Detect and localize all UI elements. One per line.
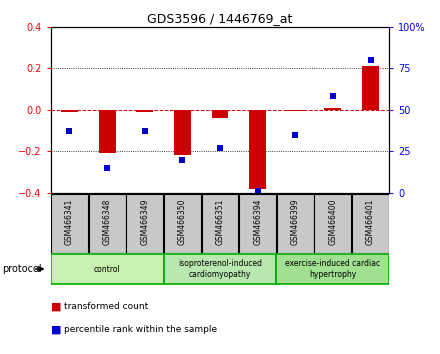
- Point: [216, 145, 224, 151]
- Bar: [324, 108, 341, 110]
- Point: [330, 93, 337, 99]
- Text: exercise-induced cardiac
hypertrophy: exercise-induced cardiac hypertrophy: [286, 259, 381, 279]
- Title: GDS3596 / 1446769_at: GDS3596 / 1446769_at: [147, 12, 293, 25]
- Bar: [362, 66, 379, 110]
- Bar: [88, 194, 125, 252]
- Bar: [277, 194, 314, 252]
- Text: GSM466348: GSM466348: [103, 199, 112, 245]
- Bar: [239, 194, 276, 252]
- Bar: [212, 110, 228, 118]
- Point: [292, 132, 299, 138]
- Bar: [136, 110, 153, 112]
- Text: GSM466401: GSM466401: [366, 199, 375, 245]
- Point: [367, 57, 374, 63]
- Point: [103, 165, 110, 171]
- Text: GSM466349: GSM466349: [140, 199, 149, 245]
- Text: ■: ■: [51, 324, 61, 334]
- Point: [141, 129, 148, 134]
- Bar: [287, 110, 304, 111]
- Bar: [249, 110, 266, 189]
- Text: GSM466350: GSM466350: [178, 199, 187, 245]
- Text: transformed count: transformed count: [64, 302, 148, 311]
- Bar: [276, 254, 389, 284]
- Bar: [352, 194, 389, 252]
- Point: [66, 129, 73, 134]
- Text: ■: ■: [51, 301, 61, 311]
- Bar: [51, 194, 88, 252]
- Text: GSM466394: GSM466394: [253, 199, 262, 245]
- Text: GSM466351: GSM466351: [216, 199, 224, 245]
- Text: GSM466399: GSM466399: [291, 199, 300, 245]
- Bar: [164, 254, 276, 284]
- Point: [254, 188, 261, 194]
- Bar: [99, 110, 116, 153]
- Bar: [202, 194, 238, 252]
- Text: percentile rank within the sample: percentile rank within the sample: [64, 325, 217, 334]
- Bar: [315, 194, 352, 252]
- Bar: [164, 194, 201, 252]
- Text: isoproterenol-induced
cardiomyopathy: isoproterenol-induced cardiomyopathy: [178, 259, 262, 279]
- Bar: [51, 254, 164, 284]
- Point: [179, 157, 186, 162]
- Bar: [174, 110, 191, 155]
- Text: GSM466400: GSM466400: [328, 199, 337, 245]
- Bar: [61, 110, 78, 112]
- Text: control: control: [94, 264, 121, 274]
- Text: GSM466341: GSM466341: [65, 199, 74, 245]
- Bar: [126, 194, 163, 252]
- Text: protocol: protocol: [2, 264, 42, 274]
